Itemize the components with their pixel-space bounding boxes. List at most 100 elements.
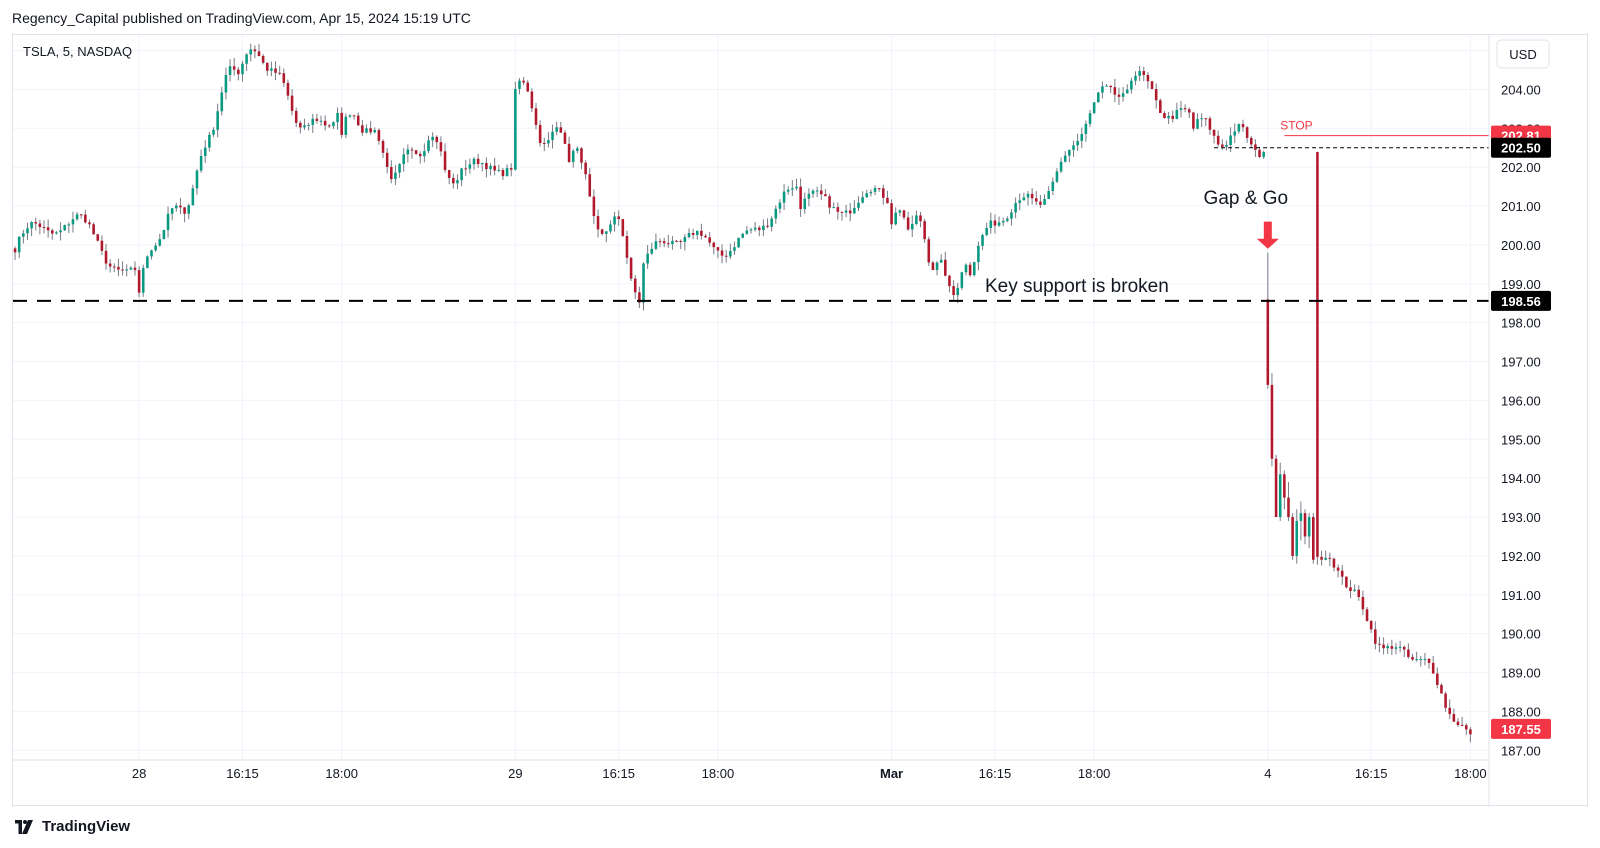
candle-down: [1378, 643, 1381, 645]
candle-down: [621, 219, 625, 236]
candle-down: [509, 168, 513, 170]
candle-up: [141, 267, 145, 293]
candle-down: [1328, 557, 1332, 559]
candle-down: [658, 241, 662, 243]
candle-up: [894, 212, 897, 225]
candle-down: [1411, 656, 1414, 660]
candle-down: [299, 122, 302, 128]
candle-down: [1390, 646, 1394, 649]
candle-down: [369, 128, 372, 133]
candle-up: [939, 259, 943, 263]
time-tick-label: 18:00: [702, 766, 735, 781]
candle-up: [865, 193, 869, 198]
candle-up: [671, 240, 674, 245]
key-support-annotation: Key support is broken: [985, 276, 1169, 297]
candle-down: [559, 127, 563, 133]
price-tick-label: 190.00: [1501, 627, 1541, 642]
candle-down: [720, 250, 724, 256]
candle-up: [311, 118, 315, 125]
candle-down: [563, 132, 567, 144]
candle-up: [778, 202, 782, 209]
candle-up: [964, 264, 968, 273]
annotations: Key support is broken Gap & Go STOP: [985, 119, 1313, 297]
candle-down: [877, 188, 881, 190]
candles: [13, 43, 1472, 743]
candle-down: [96, 234, 100, 241]
candle-down: [667, 243, 670, 245]
price-tick-label: 187.00: [1501, 743, 1541, 758]
candle-up: [654, 241, 658, 249]
candle-up: [1394, 647, 1398, 649]
candle-down: [286, 82, 290, 96]
candle-down: [530, 91, 534, 109]
candle-up: [1088, 113, 1092, 124]
footer-brand[interactable]: TradingView: [12, 818, 130, 835]
candle-up: [997, 222, 1001, 226]
candle-up: [1229, 135, 1232, 146]
candle-down: [766, 225, 769, 227]
candle-up: [166, 213, 170, 231]
candle-up: [170, 208, 174, 214]
candle-down: [824, 194, 827, 197]
candle-down: [1216, 135, 1220, 145]
time-tick-label: 18:00: [1454, 766, 1487, 781]
candle-down: [1266, 299, 1270, 385]
candle-up: [59, 230, 62, 233]
candle-down: [1150, 81, 1154, 89]
candle-down: [968, 264, 972, 276]
candle-up: [642, 263, 645, 303]
candle-down: [567, 143, 571, 162]
candle-down: [691, 233, 695, 235]
time-axis[interactable]: 28 16:15 18:00 29 16:15 18:00 Mar 16:15 18:00 4 16…: [13, 759, 1489, 781]
candle-down: [1163, 112, 1166, 119]
candle-up: [915, 215, 918, 224]
candle-up: [1068, 149, 1071, 156]
candle-up: [551, 131, 554, 141]
candle-up: [745, 230, 749, 234]
candle-up: [782, 191, 786, 203]
candle-up: [1125, 89, 1129, 94]
candle-down: [1349, 587, 1352, 591]
currency-button[interactable]: USD: [1496, 39, 1550, 69]
candle-up: [71, 219, 75, 225]
candle-down: [629, 257, 633, 279]
candle-up: [307, 124, 310, 126]
candle-up: [1084, 123, 1088, 135]
candle-down: [848, 210, 852, 214]
candle-down: [712, 242, 716, 248]
candle-up: [869, 191, 873, 194]
candle-down: [724, 255, 728, 257]
candle-down: [1212, 129, 1216, 136]
candle-up: [1059, 161, 1063, 172]
price-axis[interactable]: 205.00204.00203.00202.00201.00200.00199.…: [1488, 35, 1551, 807]
candle-up: [456, 180, 459, 184]
price-tick-label: 189.00: [1501, 666, 1541, 681]
candle-down: [237, 69, 240, 75]
candle-up: [480, 162, 484, 165]
candle-down: [42, 227, 46, 229]
candle-up: [960, 272, 964, 288]
candle-down: [1407, 649, 1410, 657]
candle-down: [836, 207, 840, 212]
candle-up: [1047, 190, 1050, 199]
candle-down: [13, 248, 17, 253]
candle-down: [708, 237, 711, 243]
candle-up: [1001, 220, 1005, 223]
candle-up: [406, 149, 410, 155]
candle-down: [890, 203, 893, 225]
candle-up: [844, 210, 848, 213]
candle-down: [1249, 137, 1253, 145]
candle-down: [886, 197, 889, 204]
candle-down: [716, 247, 720, 251]
time-tick-label: 18:00: [325, 766, 358, 781]
candle-down: [526, 82, 530, 92]
candle-up: [1419, 659, 1423, 661]
candle-down: [906, 217, 910, 230]
candle-down: [542, 143, 546, 145]
candle-up: [547, 140, 550, 144]
candle-up: [1299, 513, 1303, 521]
candle-down: [522, 80, 525, 83]
candle-up: [158, 239, 162, 246]
